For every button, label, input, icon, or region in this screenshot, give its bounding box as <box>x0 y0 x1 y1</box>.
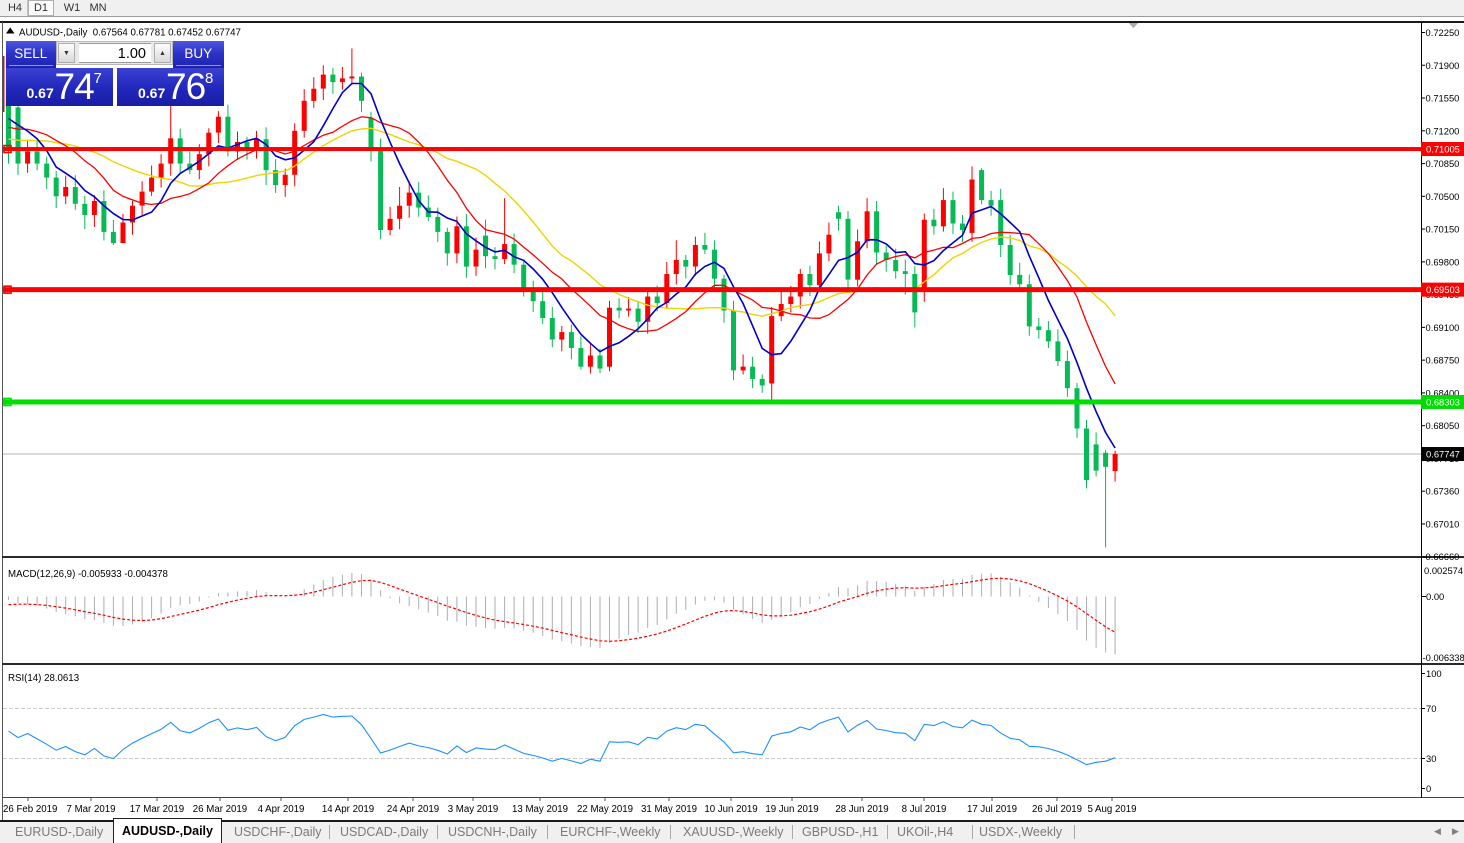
svg-text:0.67747: 0.67747 <box>1426 449 1460 460</box>
svg-text:0.70150: 0.70150 <box>1426 224 1460 235</box>
svg-text:-0.006338: -0.006338 <box>1423 652 1464 663</box>
svg-text:0.67360: 0.67360 <box>1426 486 1460 497</box>
svg-text:7 Mar 2019: 7 Mar 2019 <box>66 804 115 815</box>
svg-text:0.70850: 0.70850 <box>1426 158 1460 169</box>
svg-text:13 May 2019: 13 May 2019 <box>512 804 568 815</box>
svg-text:30: 30 <box>1426 753 1436 764</box>
svg-text:8 Jul 2019: 8 Jul 2019 <box>902 804 947 815</box>
svg-text:19 Jun 2019: 19 Jun 2019 <box>765 804 818 815</box>
svg-text:0.71550: 0.71550 <box>1426 93 1460 104</box>
svg-text:28 Jun 2019: 28 Jun 2019 <box>835 804 888 815</box>
svg-text:0.69100: 0.69100 <box>1426 322 1460 333</box>
svg-text:AUDUSD-,Daily 0.67564 0.67781: AUDUSD-,Daily 0.67564 0.67781 0.67452 0.… <box>19 28 241 39</box>
svg-text:RSI(14) 28.0613: RSI(14) 28.0613 <box>8 673 79 684</box>
svg-text:0.68050: 0.68050 <box>1426 420 1460 431</box>
svg-text:26 Jul 2019: 26 Jul 2019 <box>1032 804 1082 815</box>
svg-text:0.71900: 0.71900 <box>1426 60 1460 71</box>
svg-text:26 Feb 2019: 26 Feb 2019 <box>3 804 57 815</box>
svg-text:0.69800: 0.69800 <box>1426 256 1460 267</box>
svg-text:5 Aug 2019: 5 Aug 2019 <box>1087 804 1136 815</box>
svg-text:0.00: 0.00 <box>1426 591 1444 602</box>
svg-text:3 May 2019: 3 May 2019 <box>448 804 499 815</box>
svg-text:0.68303: 0.68303 <box>1426 396 1460 407</box>
svg-text:14 Apr 2019: 14 Apr 2019 <box>322 804 374 815</box>
svg-text:0.68400: 0.68400 <box>1426 387 1460 398</box>
svg-text:0.71200: 0.71200 <box>1426 125 1460 136</box>
svg-text:MACD(12,26,9) -0.005933 -0.004: MACD(12,26,9) -0.005933 -0.004378 <box>8 569 168 580</box>
svg-text:0: 0 <box>1426 783 1431 794</box>
svg-text:24 Apr 2019: 24 Apr 2019 <box>387 804 439 815</box>
svg-text:0.69503: 0.69503 <box>1426 284 1460 295</box>
svg-text:0.67010: 0.67010 <box>1426 518 1460 529</box>
svg-text:10 Jun 2019: 10 Jun 2019 <box>704 804 757 815</box>
svg-text:4 Apr 2019: 4 Apr 2019 <box>258 804 305 815</box>
svg-text:100: 100 <box>1426 668 1442 679</box>
svg-text:0.71005: 0.71005 <box>1426 144 1460 155</box>
svg-text:0.66660: 0.66660 <box>1426 551 1460 562</box>
svg-text:0.68750: 0.68750 <box>1426 355 1460 366</box>
svg-text:0.72250: 0.72250 <box>1426 27 1460 38</box>
svg-text:70: 70 <box>1426 703 1436 714</box>
svg-text:22 May 2019: 22 May 2019 <box>577 804 633 815</box>
svg-text:31 May 2019: 31 May 2019 <box>641 804 697 815</box>
svg-text:26 Mar 2019: 26 Mar 2019 <box>193 804 247 815</box>
svg-text:0.002574: 0.002574 <box>1424 565 1463 576</box>
svg-text:17 Jul 2019: 17 Jul 2019 <box>967 804 1017 815</box>
svg-text:17 Mar 2019: 17 Mar 2019 <box>130 804 184 815</box>
svg-text:0.70500: 0.70500 <box>1426 191 1460 202</box>
